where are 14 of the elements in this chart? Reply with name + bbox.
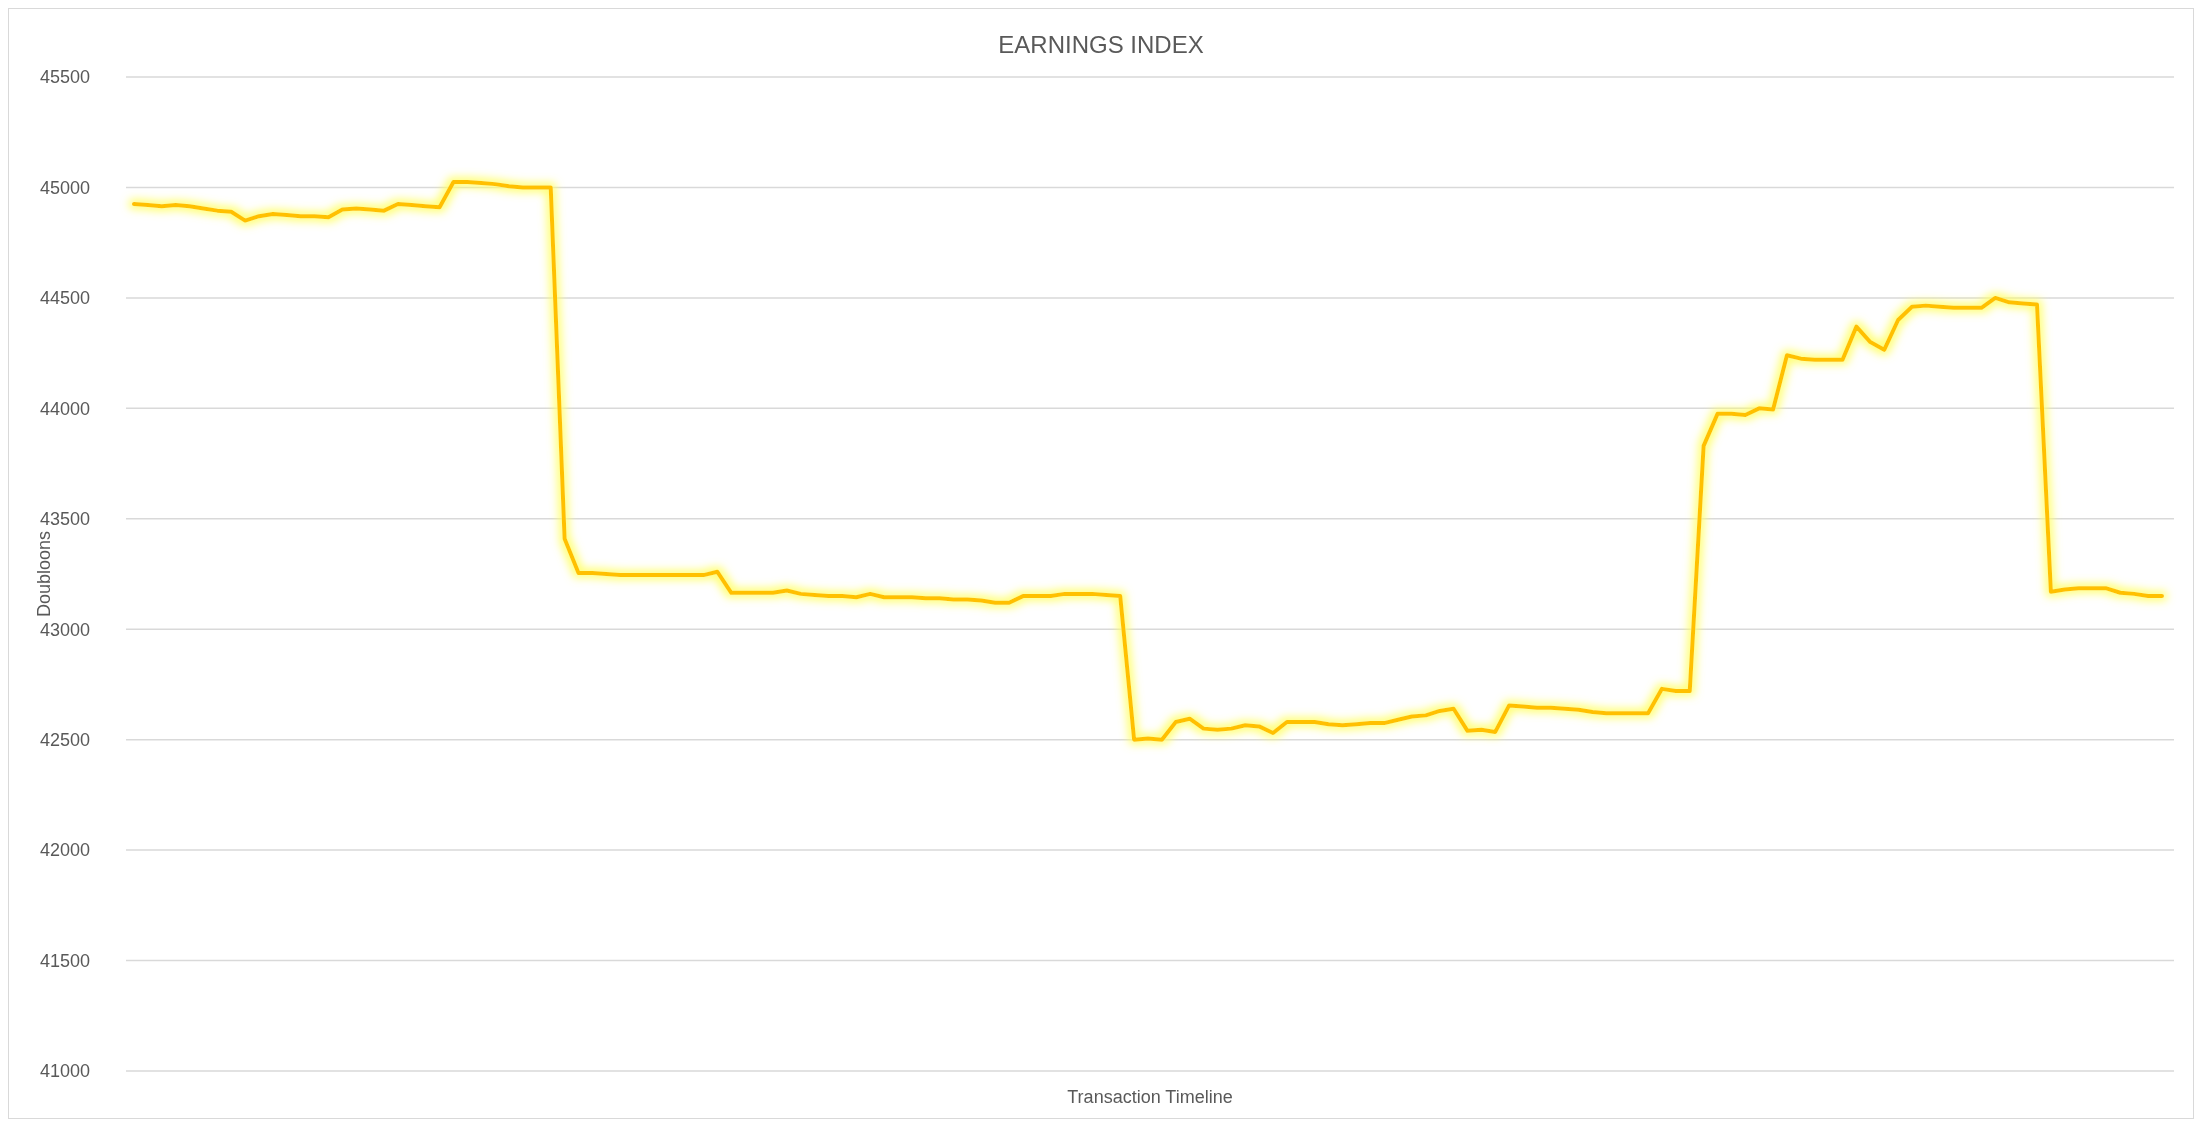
y-tick-label: 42500 — [39, 729, 90, 750]
y-tick-label: 44500 — [39, 288, 90, 309]
y-tick-label: 43000 — [39, 619, 90, 640]
y-tick-label: 45000 — [39, 177, 90, 198]
y-tick-label: 45500 — [39, 67, 90, 88]
y-tick-label: 41000 — [39, 1061, 90, 1082]
y-tick-label: 41500 — [39, 950, 90, 971]
y-axis-title: Doubloons — [34, 530, 54, 618]
y-tick-label: 42000 — [39, 840, 90, 861]
chart-title: EARNINGS INDEX — [998, 31, 1204, 58]
y-tick-label: 44000 — [39, 398, 90, 419]
line-series — [132, 179, 2164, 742]
x-axis-title: Transaction Timeline — [1067, 1087, 1233, 1107]
y-tick-label: 43500 — [39, 509, 90, 530]
